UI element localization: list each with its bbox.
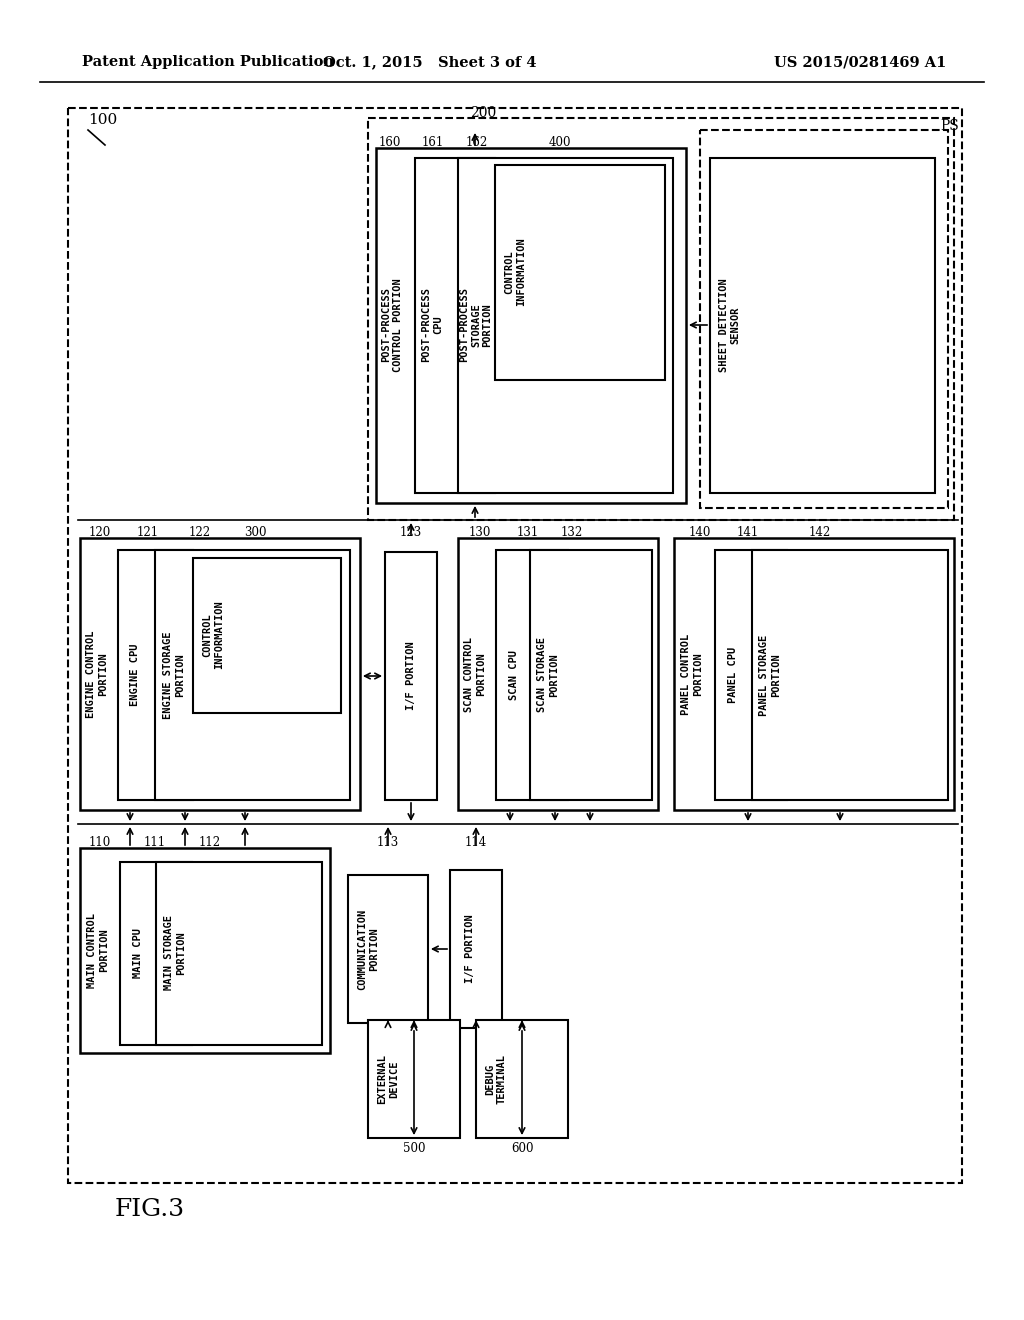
Text: Patent Application Publication: Patent Application Publication <box>82 55 334 69</box>
Bar <box>156 862 322 1045</box>
Text: 113: 113 <box>377 837 399 850</box>
Text: POST-PROCESS
CPU: POST-PROCESS CPU <box>421 288 442 363</box>
Text: 162: 162 <box>466 136 488 149</box>
Bar <box>496 550 568 800</box>
Bar <box>80 539 360 810</box>
Text: PS: PS <box>940 119 958 133</box>
Bar <box>120 862 193 1045</box>
Text: MAIN CONTROL
PORTION: MAIN CONTROL PORTION <box>87 912 109 987</box>
Text: ENGINE CONTROL
PORTION: ENGINE CONTROL PORTION <box>86 630 108 718</box>
Text: SHEET DETECTION
SENSOR: SHEET DETECTION SENSOR <box>719 279 740 372</box>
Text: DEBUG
TERMINAL: DEBUG TERMINAL <box>485 1053 507 1104</box>
Text: Oct. 1, 2015   Sheet 3 of 4: Oct. 1, 2015 Sheet 3 of 4 <box>324 55 537 69</box>
Text: ENGINE CPU: ENGINE CPU <box>130 644 140 706</box>
Text: COMMUNICATION
PORTION: COMMUNICATION PORTION <box>357 908 379 990</box>
Bar <box>458 158 673 492</box>
Bar <box>710 158 935 492</box>
Bar <box>155 550 350 800</box>
Text: 110: 110 <box>89 837 112 850</box>
Text: 161: 161 <box>422 136 444 149</box>
Text: I/F PORTION: I/F PORTION <box>406 642 416 710</box>
Text: SCAN CONTROL
PORTION: SCAN CONTROL PORTION <box>464 636 485 711</box>
Text: MAIN STORAGE
PORTION: MAIN STORAGE PORTION <box>164 916 185 990</box>
Text: 400: 400 <box>549 136 571 149</box>
Bar <box>385 552 437 800</box>
Text: 141: 141 <box>737 527 759 540</box>
Text: EXTERNAL
DEVICE: EXTERNAL DEVICE <box>377 1053 398 1104</box>
Bar <box>415 158 495 492</box>
Bar <box>530 550 652 800</box>
Text: 112: 112 <box>199 837 221 850</box>
Bar <box>674 539 954 810</box>
Text: POST-PROCESS
STORAGE
PORTION: POST-PROCESS STORAGE PORTION <box>460 288 493 363</box>
Text: 160: 160 <box>379 136 401 149</box>
Text: SCAN STORAGE
PORTION: SCAN STORAGE PORTION <box>538 638 559 713</box>
Text: 122: 122 <box>189 527 211 540</box>
Text: CONTROL
INFORMATION: CONTROL INFORMATION <box>202 601 224 669</box>
Text: 100: 100 <box>88 114 118 127</box>
Text: US 2015/0281469 A1: US 2015/0281469 A1 <box>774 55 946 69</box>
Bar <box>476 1020 568 1138</box>
Bar <box>368 117 954 520</box>
Bar <box>458 539 658 810</box>
Text: 132: 132 <box>561 527 583 540</box>
Bar <box>376 148 686 503</box>
Bar <box>368 1020 460 1138</box>
Text: 130: 130 <box>469 527 492 540</box>
Text: 300: 300 <box>244 527 266 540</box>
Text: 500: 500 <box>402 1142 425 1155</box>
Text: ENGINE STORAGE
PORTION: ENGINE STORAGE PORTION <box>163 631 184 719</box>
Text: 131: 131 <box>517 527 539 540</box>
Bar <box>752 550 948 800</box>
Text: PANEL CONTROL
PORTION: PANEL CONTROL PORTION <box>681 634 702 714</box>
Bar <box>68 108 962 1183</box>
Bar <box>80 847 330 1053</box>
Text: 600: 600 <box>511 1142 534 1155</box>
Text: 123: 123 <box>400 527 422 540</box>
Text: FIG.3: FIG.3 <box>115 1199 185 1221</box>
Text: I/F PORTION: I/F PORTION <box>465 915 475 983</box>
Bar <box>193 558 341 713</box>
Text: 111: 111 <box>144 837 166 850</box>
Text: 120: 120 <box>89 527 112 540</box>
Text: 121: 121 <box>137 527 159 540</box>
Bar <box>348 875 428 1023</box>
Text: PANEL STORAGE
PORTION: PANEL STORAGE PORTION <box>759 635 780 715</box>
Bar <box>450 870 502 1028</box>
Text: 114: 114 <box>465 837 487 850</box>
Bar <box>715 550 787 800</box>
Text: 200: 200 <box>470 106 497 120</box>
Text: MAIN CPU: MAIN CPU <box>133 928 143 978</box>
Bar <box>118 550 193 800</box>
Text: SCAN CPU: SCAN CPU <box>509 649 519 700</box>
Text: 140: 140 <box>689 527 712 540</box>
Bar <box>495 165 665 380</box>
Text: POST-PROCESS
CONTROL PORTION: POST-PROCESS CONTROL PORTION <box>381 279 402 372</box>
Text: CONTROL
INFORMATION: CONTROL INFORMATION <box>504 238 525 306</box>
Text: 142: 142 <box>809 527 831 540</box>
Bar <box>700 129 948 508</box>
Text: PANEL CPU: PANEL CPU <box>728 647 738 704</box>
